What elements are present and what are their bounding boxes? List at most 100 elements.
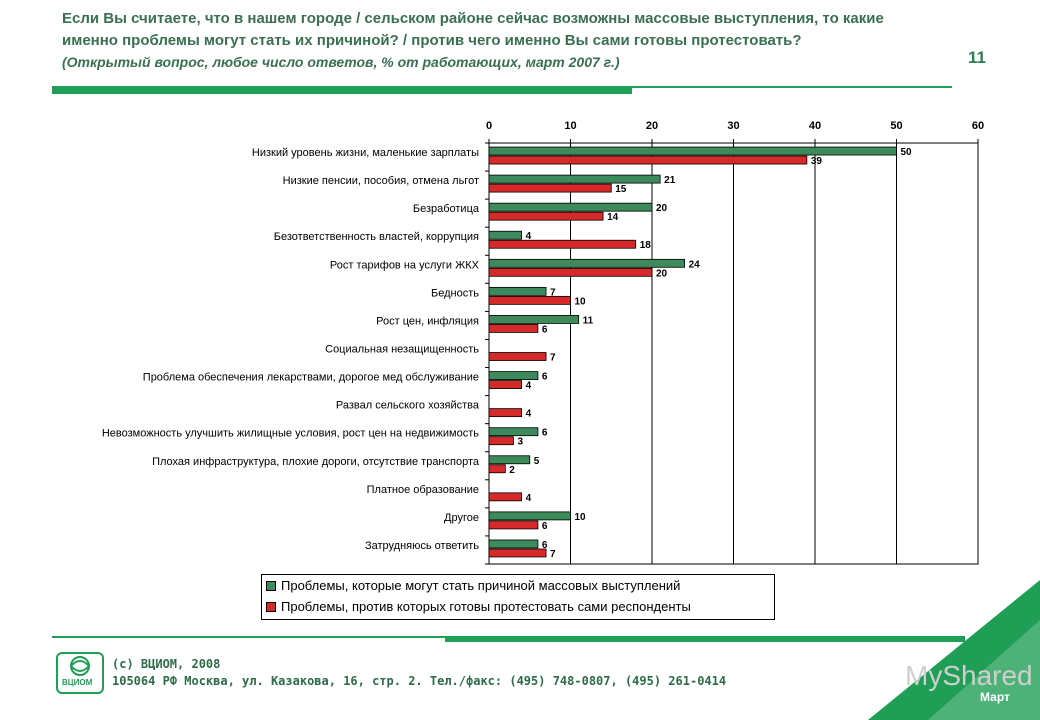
chart-legend: Проблемы, которые могут стать причиной м… (261, 574, 775, 620)
bar-series-2 (488, 548, 547, 558)
category-label: Социальная незащищенность (325, 344, 479, 356)
legend-swatch-green (266, 580, 276, 591)
title-line-1: Если Вы считаете, что в нашем городе / с… (62, 10, 884, 27)
data-label-series-1: 6 (542, 372, 548, 383)
data-label-series-2: 10 (575, 296, 587, 307)
data-label-series-2: 7 (550, 353, 556, 364)
data-label-series-2: 4 (526, 381, 532, 392)
data-label-series-1: 20 (656, 203, 668, 214)
legend-item-series-1: Проблемы, которые могут стать причиной м… (266, 578, 680, 593)
bar-series-1 (488, 230, 522, 240)
category-label: Низкие пенсии, пособия, отмена льгот (283, 175, 479, 187)
page-number: 11 (968, 48, 986, 67)
legend-label-2: Проблемы, против которых готовы протесто… (281, 599, 691, 614)
bar-series-1 (488, 511, 571, 521)
tick-label-40: 40 (809, 120, 821, 132)
footer-divider (52, 636, 832, 638)
tick-label-60: 60 (972, 120, 984, 132)
logo-emblem-icon (70, 656, 91, 676)
category-label: Затрудняюсь ответить (365, 540, 479, 552)
vciom-logo: ВЦИОМ (56, 652, 104, 694)
legend-item-series-2: Проблемы, против которых готовы протесто… (266, 599, 691, 614)
data-label-series-1: 50 (901, 147, 913, 158)
watermark: MyShared (905, 660, 1033, 691)
bar-series-2 (488, 183, 612, 193)
data-label-series-2: 20 (656, 268, 668, 279)
bar-series-2 (488, 520, 539, 530)
bar-series-2 (488, 408, 522, 418)
data-label-series-2: 6 (542, 521, 548, 532)
data-label-series-1: 21 (664, 175, 676, 186)
data-label-series-1: 24 (689, 259, 701, 270)
data-label-series-1: 10 (575, 512, 587, 523)
corner-decoration (868, 580, 1040, 720)
bar-series-2 (488, 211, 604, 221)
data-label-series-2: 7 (550, 549, 556, 560)
bar-series-2 (488, 239, 637, 249)
data-label-series-1: 6 (542, 540, 548, 551)
bar-series-1 (488, 286, 547, 296)
category-label: Проблема обеспечения лекарствами, дорого… (143, 372, 479, 384)
data-label-series-2: 15 (615, 184, 627, 195)
month-label: Март (980, 690, 1010, 704)
data-label-series-1: 7 (550, 287, 556, 298)
data-label-series-1: 11 (583, 315, 594, 326)
bar-series-1 (488, 174, 661, 184)
bar-series-1 (488, 371, 539, 380)
category-label: Низкий уровень жизни, маленькие зарплаты (252, 147, 479, 159)
title-line-2: именно проблемы могут стать их причиной?… (62, 32, 802, 49)
data-label-series-1: 6 (542, 428, 548, 439)
category-label: Развал сельского хозяйства (336, 400, 480, 412)
bar-series-2 (488, 324, 539, 333)
data-label-series-2: 4 (526, 409, 532, 420)
category-label: Платное образование (367, 484, 479, 496)
footer-divider-thick (445, 636, 965, 642)
legend-label-1: Проблемы, которые могут стать причиной м… (281, 578, 681, 593)
category-label: Безответственность властей, коррупция (274, 231, 479, 243)
data-label-series-2: 6 (542, 324, 548, 335)
tick-label-20: 20 (646, 120, 658, 132)
bar-series-1 (488, 455, 531, 465)
tick-label-30: 30 (727, 120, 739, 132)
category-label: Бедность (431, 287, 479, 299)
category-label: Плохая инфраструктура, плохие дороги, от… (152, 456, 480, 468)
subtitle: (Открытый вопрос, любое число ответов, %… (62, 54, 620, 70)
bar-series-2 (488, 155, 808, 165)
data-label-series-1: 5 (534, 456, 540, 467)
tick-label-50: 50 (890, 120, 902, 132)
category-label: Безработица (413, 203, 480, 215)
category-label: Рост тарифов на услуги ЖКХ (330, 259, 480, 271)
data-label-series-2: 2 (509, 465, 515, 476)
data-label-series-2: 39 (811, 156, 823, 167)
bar-series-1 (488, 146, 897, 156)
bar-series-1 (488, 427, 539, 437)
header-divider (52, 86, 952, 88)
bar-series-1 (488, 202, 653, 212)
bar-series-2 (488, 380, 522, 389)
bar-series-2 (488, 436, 514, 446)
category-label: Другое (444, 512, 479, 524)
data-label-series-2: 14 (607, 212, 619, 223)
footer-address: 105064 РФ Москва, ул. Казакова, 16, стр.… (112, 674, 727, 688)
footer-copyright: (с) ВЦИОМ, 2008 (112, 657, 221, 671)
bar-series-2 (488, 492, 522, 502)
tick-label-0: 0 (486, 120, 492, 132)
tick-label-10: 10 (564, 120, 576, 132)
bar-series-2 (488, 295, 571, 305)
header-divider-thick (52, 88, 632, 94)
data-label-series-2: 4 (526, 493, 532, 504)
bar-series-2 (488, 464, 506, 474)
legend-swatch-red (266, 601, 276, 612)
bar-series-2 (488, 352, 547, 361)
data-label-series-2: 3 (517, 437, 523, 448)
bar-series-1 (488, 539, 539, 549)
category-label: Невозможность улучшить жилищные условия,… (102, 428, 479, 440)
data-label-series-1: 4 (526, 231, 532, 242)
bar-series-1 (488, 258, 686, 268)
data-label-series-2: 18 (640, 240, 652, 251)
logo-text: ВЦИОМ (62, 678, 93, 687)
page-title: Если Вы считаете, что в нашем городе / с… (62, 8, 962, 52)
bar-series-1 (488, 315, 580, 324)
footer-contacts: (с) ВЦИОМ, 2008 105064 РФ Москва, ул. Ка… (112, 656, 726, 690)
